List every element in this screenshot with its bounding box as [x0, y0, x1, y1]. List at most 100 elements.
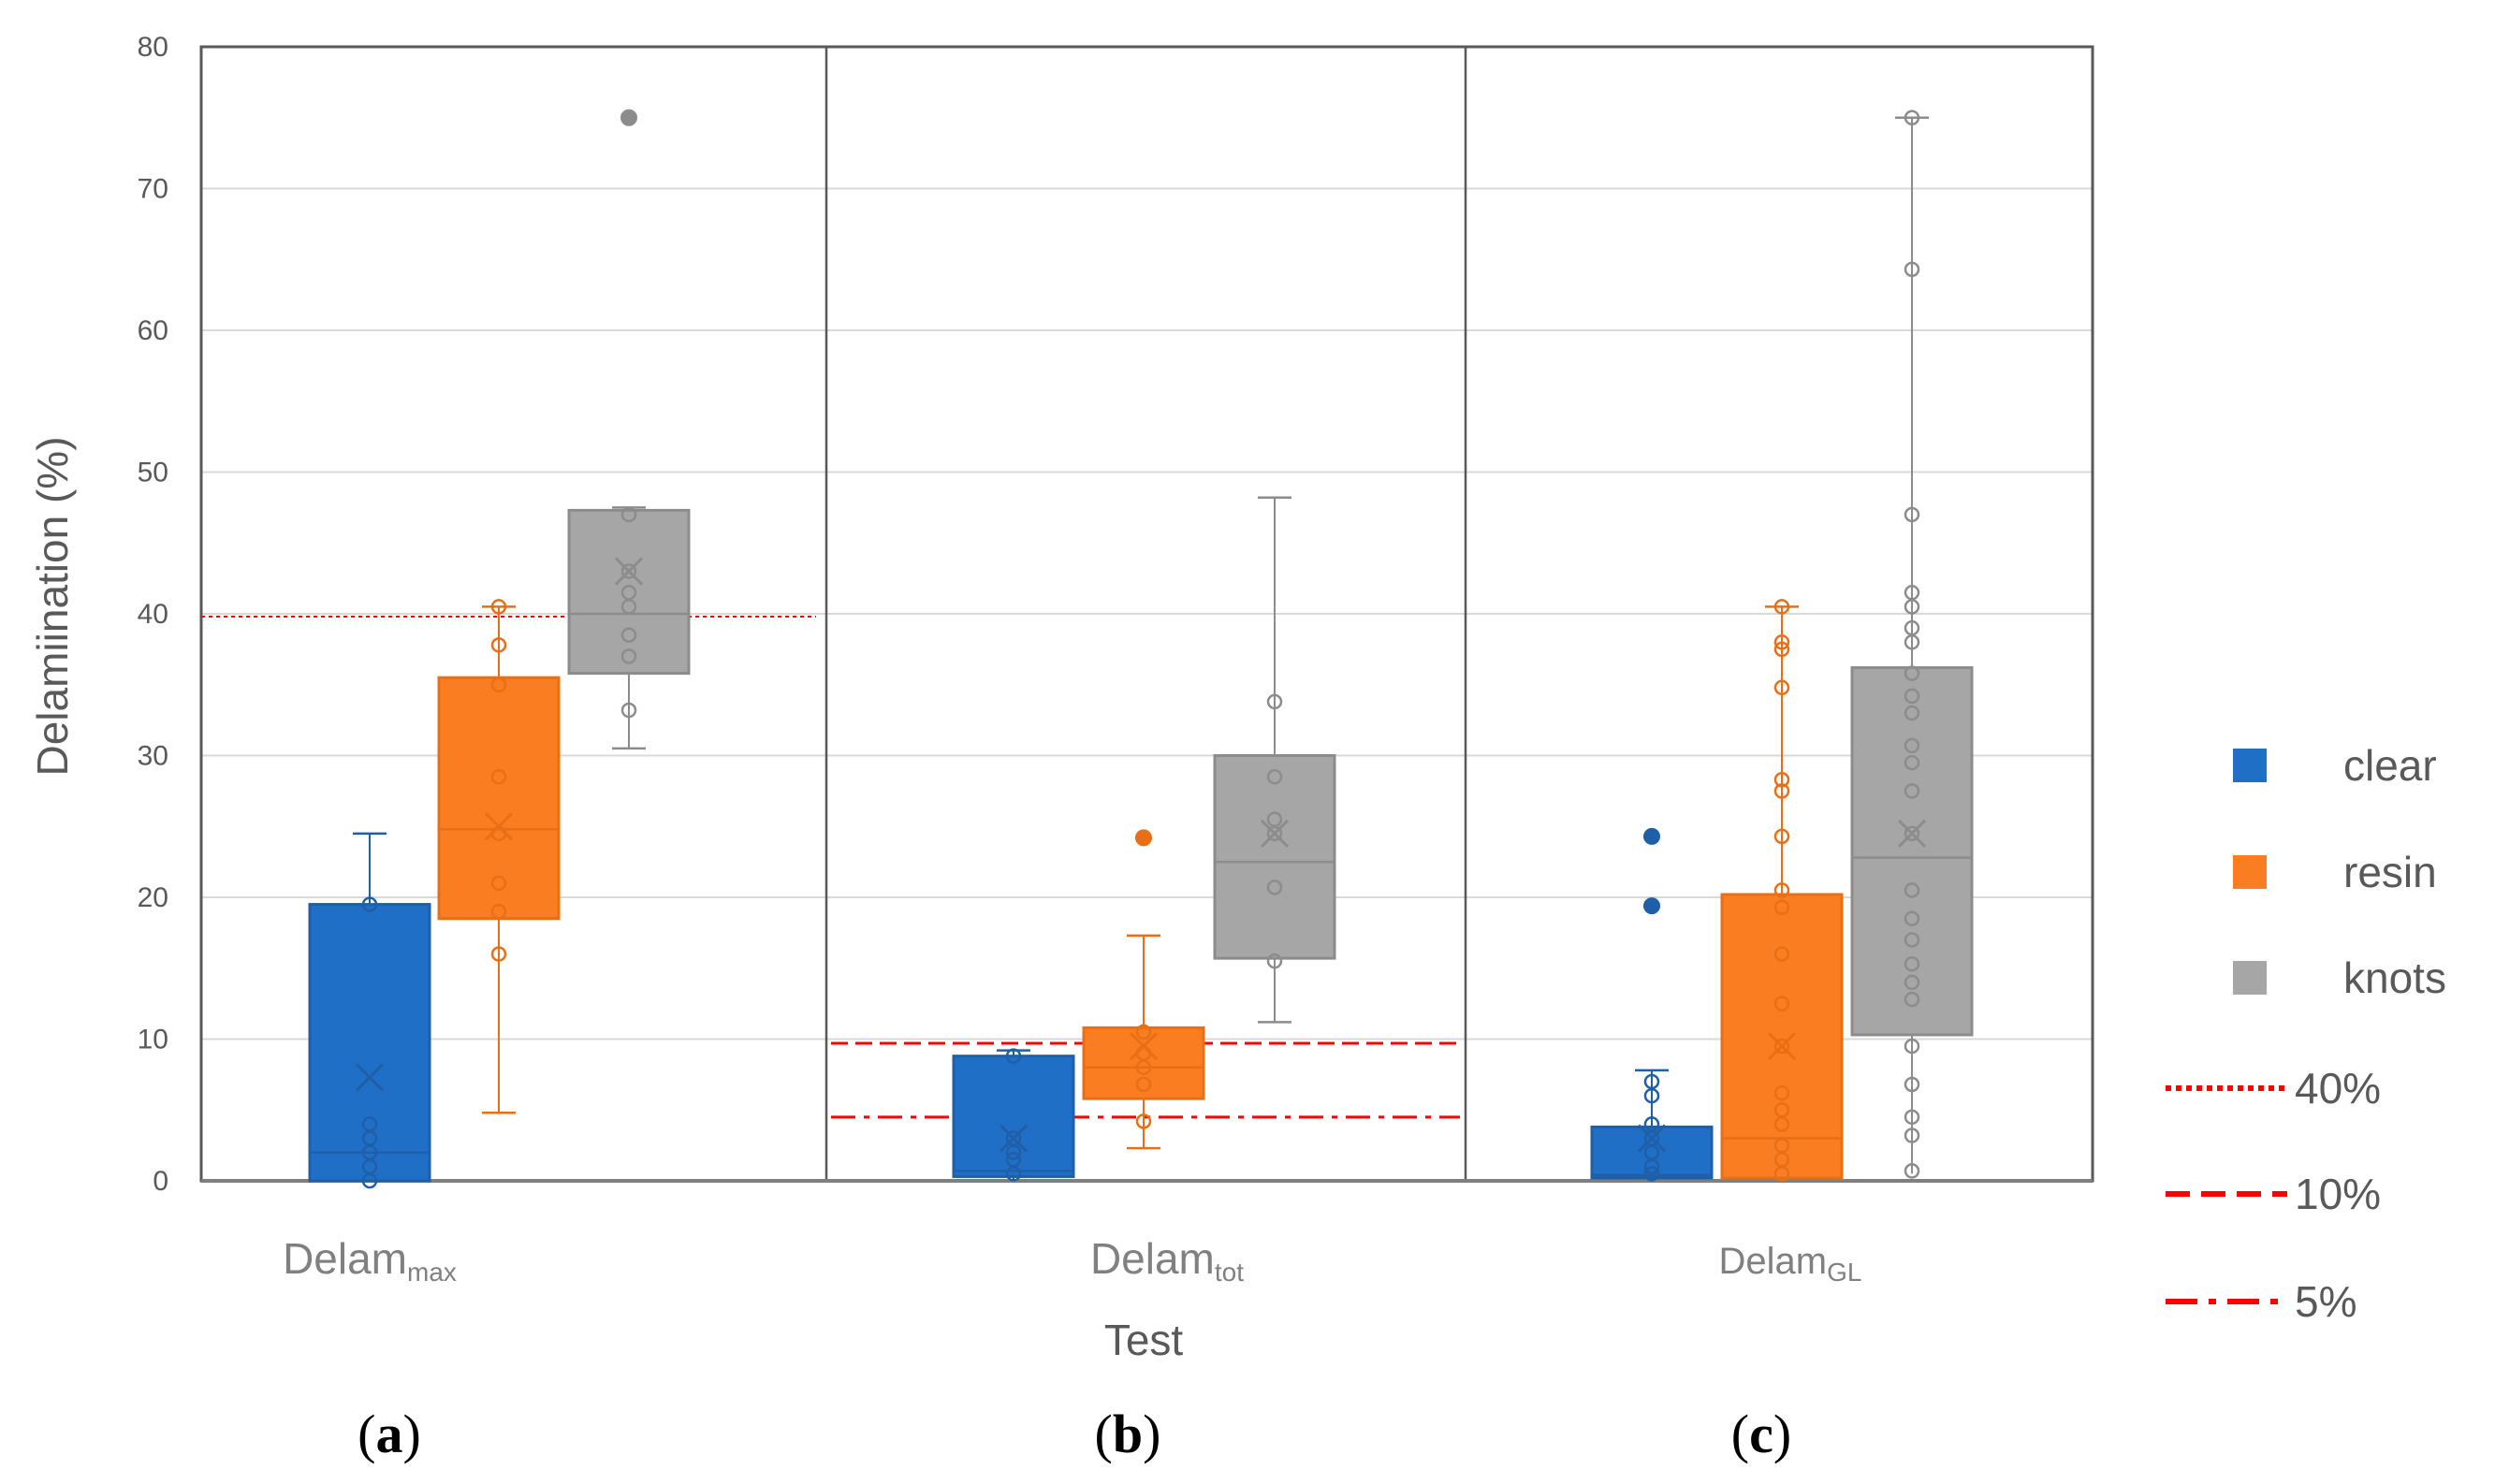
y-axis-ticks: 0 10 20 30 40 50 60 70 80	[138, 32, 168, 1197]
legend-label-40pct: 40%	[2295, 1064, 2381, 1113]
box-body-GL-resin	[1720, 893, 1844, 1180]
point-GL-resin-17	[1773, 599, 1790, 615]
point-GL-knots-24	[1904, 109, 1920, 125]
plot-frame	[199, 45, 2094, 1183]
box-body-tot-clear	[952, 1055, 1075, 1178]
y-tick-label-40: 40	[138, 599, 168, 630]
point-max-knots-4	[620, 585, 637, 601]
point-GL-knots-22	[1904, 506, 1920, 523]
point-GL-knots-15	[1904, 705, 1920, 721]
point-GL-clear-4	[1643, 1116, 1660, 1132]
box-GL-clear	[1590, 827, 1714, 1182]
point-tot-knots-3	[1266, 811, 1283, 827]
mean-marker-tot-knots	[1260, 819, 1290, 848]
legend-label-knots: knots	[2343, 953, 2446, 1002]
box-tot-clear	[952, 1048, 1075, 1182]
point-GL-knots-3	[1904, 1076, 1920, 1093]
y-tick-label-10: 10	[138, 1025, 168, 1055]
category-label-max: Delammax	[283, 1234, 457, 1287]
point-GL-knots-1	[1904, 1128, 1920, 1143]
point-max-resin-5	[490, 677, 507, 692]
point-GL-knots-4	[1904, 1038, 1920, 1055]
box-tot-resin	[1082, 829, 1205, 1150]
mean-marker-GL-resin	[1767, 1032, 1797, 1061]
point-GL-resin-5	[1773, 1084, 1790, 1101]
point-GL-resin-4	[1773, 1102, 1790, 1118]
x-axis-label: Test	[1104, 1316, 1184, 1364]
panel-label-a: (a)	[357, 1404, 421, 1464]
legend-swatch-resin	[2233, 855, 2267, 889]
point-GL-knots-6	[1904, 974, 1920, 991]
point-tot-resin-0	[1135, 1113, 1152, 1129]
legend-item-10pct: 10%	[2166, 1170, 2381, 1218]
mean-marker-GL-clear	[1637, 1124, 1667, 1153]
point-max-clear-4	[361, 1116, 378, 1132]
reference-lines	[201, 616, 1460, 1119]
legend-item-knots: knots	[2233, 953, 2446, 1002]
mean-marker-max-clear	[355, 1063, 385, 1092]
box-max-resin	[437, 599, 561, 1114]
point-max-knots-5	[620, 563, 637, 579]
category-label-gl: DelamGL	[1719, 1241, 1862, 1287]
legend-label-clear: clear	[2343, 741, 2437, 790]
point-GL-resin-8	[1773, 946, 1790, 962]
category-labels: Delammax Delamtot DelamGL	[283, 1234, 1861, 1287]
y-tick-label-70: 70	[138, 174, 168, 205]
point-max-resin-6	[490, 637, 507, 653]
y-axis-label: Delamiination (%)	[28, 436, 77, 776]
box-series	[308, 109, 1974, 1189]
y-tick-label-80: 80	[138, 32, 168, 63]
point-GL-resin-13	[1773, 772, 1790, 788]
point-GL-knots-16	[1904, 688, 1920, 705]
point-tot-clear-1	[1005, 1152, 1022, 1168]
panel-label-b: (b)	[1095, 1404, 1161, 1464]
box-body-tot-knots	[1213, 754, 1336, 960]
point-GL-knots-10	[1904, 882, 1920, 898]
point-GL-knots-13	[1904, 754, 1920, 771]
point-GL-knots-0	[1904, 1163, 1920, 1179]
panel-label-c: (c)	[1731, 1404, 1791, 1464]
point-GL-resin-7	[1773, 996, 1790, 1011]
point-GL-knots-8	[1904, 932, 1920, 948]
y-tick-label-30: 30	[138, 741, 168, 772]
outlier-GL-clear-1	[1643, 827, 1660, 845]
y-tick-label-60: 60	[138, 315, 168, 346]
point-GL-knots-14	[1904, 737, 1920, 754]
box-body-max-clear	[308, 903, 431, 1183]
point-GL-knots-17	[1904, 665, 1920, 681]
point-max-knots-0	[620, 702, 637, 719]
y-tick-label-50: 50	[138, 458, 168, 488]
point-GL-resin-9	[1773, 899, 1790, 915]
mean-marker-max-knots	[614, 557, 644, 586]
legend-swatch-clear	[2233, 749, 2267, 782]
box-GL-knots	[1850, 109, 1974, 1179]
box-max-clear	[308, 832, 431, 1189]
point-GL-knots-11	[1904, 825, 1920, 842]
point-max-resin-1	[490, 903, 507, 920]
point-GL-knots-21	[1904, 585, 1920, 601]
box-GL-resin	[1720, 599, 1844, 1182]
box-body-GL-clear	[1590, 1125, 1714, 1180]
point-GL-resin-14	[1773, 679, 1790, 696]
point-max-resin-2	[490, 875, 507, 892]
box-body-max-knots	[567, 508, 691, 676]
legend-item-40pct: 40%	[2166, 1064, 2381, 1113]
box-tot-knots	[1213, 496, 1336, 1024]
point-tot-knots-5	[1266, 693, 1283, 710]
point-max-resin-4	[490, 768, 507, 785]
point-max-knots-2	[620, 627, 637, 643]
category-label-tot: Delamtot	[1090, 1234, 1244, 1287]
mean-marker-tot-resin	[1129, 1032, 1159, 1061]
point-tot-clear-4	[1005, 1048, 1022, 1064]
mean-marker-tot-clear	[999, 1124, 1029, 1153]
box-max-knots	[567, 109, 691, 750]
legend-label-resin: resin	[2343, 848, 2437, 896]
point-GL-clear-0	[1643, 1166, 1660, 1182]
point-GL-resin-12	[1773, 783, 1790, 799]
point-GL-resin-2	[1773, 1137, 1790, 1154]
point-GL-resin-11	[1773, 828, 1790, 845]
point-GL-resin-6	[1773, 1038, 1790, 1055]
box-body-GL-knots	[1850, 666, 1974, 1037]
point-GL-knots-19	[1904, 619, 1920, 636]
outlier-GL-clear-0	[1643, 897, 1660, 915]
